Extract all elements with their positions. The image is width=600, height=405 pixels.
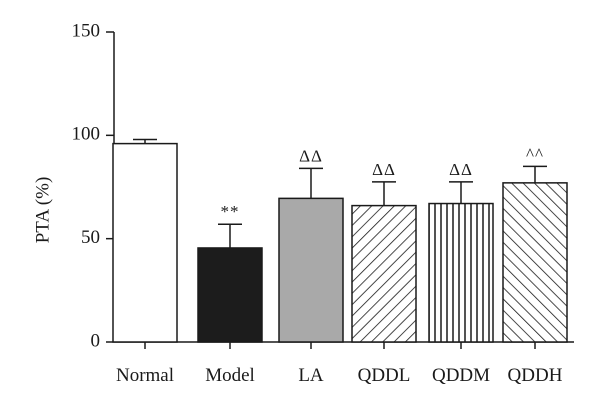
labels-group: Normal Model ** LA ΔΔ QDDL ΔΔ QDDM ΔΔ QDDH ^^: [116, 144, 563, 386]
significance-label-qddl: ΔΔ: [372, 160, 396, 179]
bar-model: [197, 247, 263, 343]
significance-label-model: **: [221, 202, 240, 221]
bar-qddm: [428, 202, 494, 343]
y-axis-title: PTA (%): [32, 177, 53, 244]
bar-la: [278, 197, 344, 343]
bar-qddl: [351, 204, 417, 343]
y-tick-label: 50: [81, 227, 100, 248]
significance-label-la: ΔΔ: [299, 146, 323, 165]
x-tick-label-qddh: QDDH: [508, 365, 563, 386]
x-tick-label-qddm: QDDM: [432, 365, 490, 386]
bars-group: [112, 138, 568, 343]
x-tick-label-la: LA: [298, 365, 324, 386]
significance-label-qddh: ^^: [526, 144, 544, 163]
y-axis: 0 50 100 150: [72, 20, 115, 351]
y-tick-label: 150: [72, 20, 101, 41]
bar-qddh: [502, 182, 568, 343]
x-tick-label-model: Model: [205, 365, 255, 386]
y-tick-label: 0: [91, 330, 101, 351]
x-tick-label-normal: Normal: [116, 365, 174, 386]
x-tick-label-qddl: QDDL: [358, 365, 411, 386]
bar-normal: [112, 142, 178, 343]
x-axis: [114, 341, 574, 349]
significance-label-qddm: ΔΔ: [449, 160, 473, 179]
y-tick-label: 100: [72, 124, 101, 145]
